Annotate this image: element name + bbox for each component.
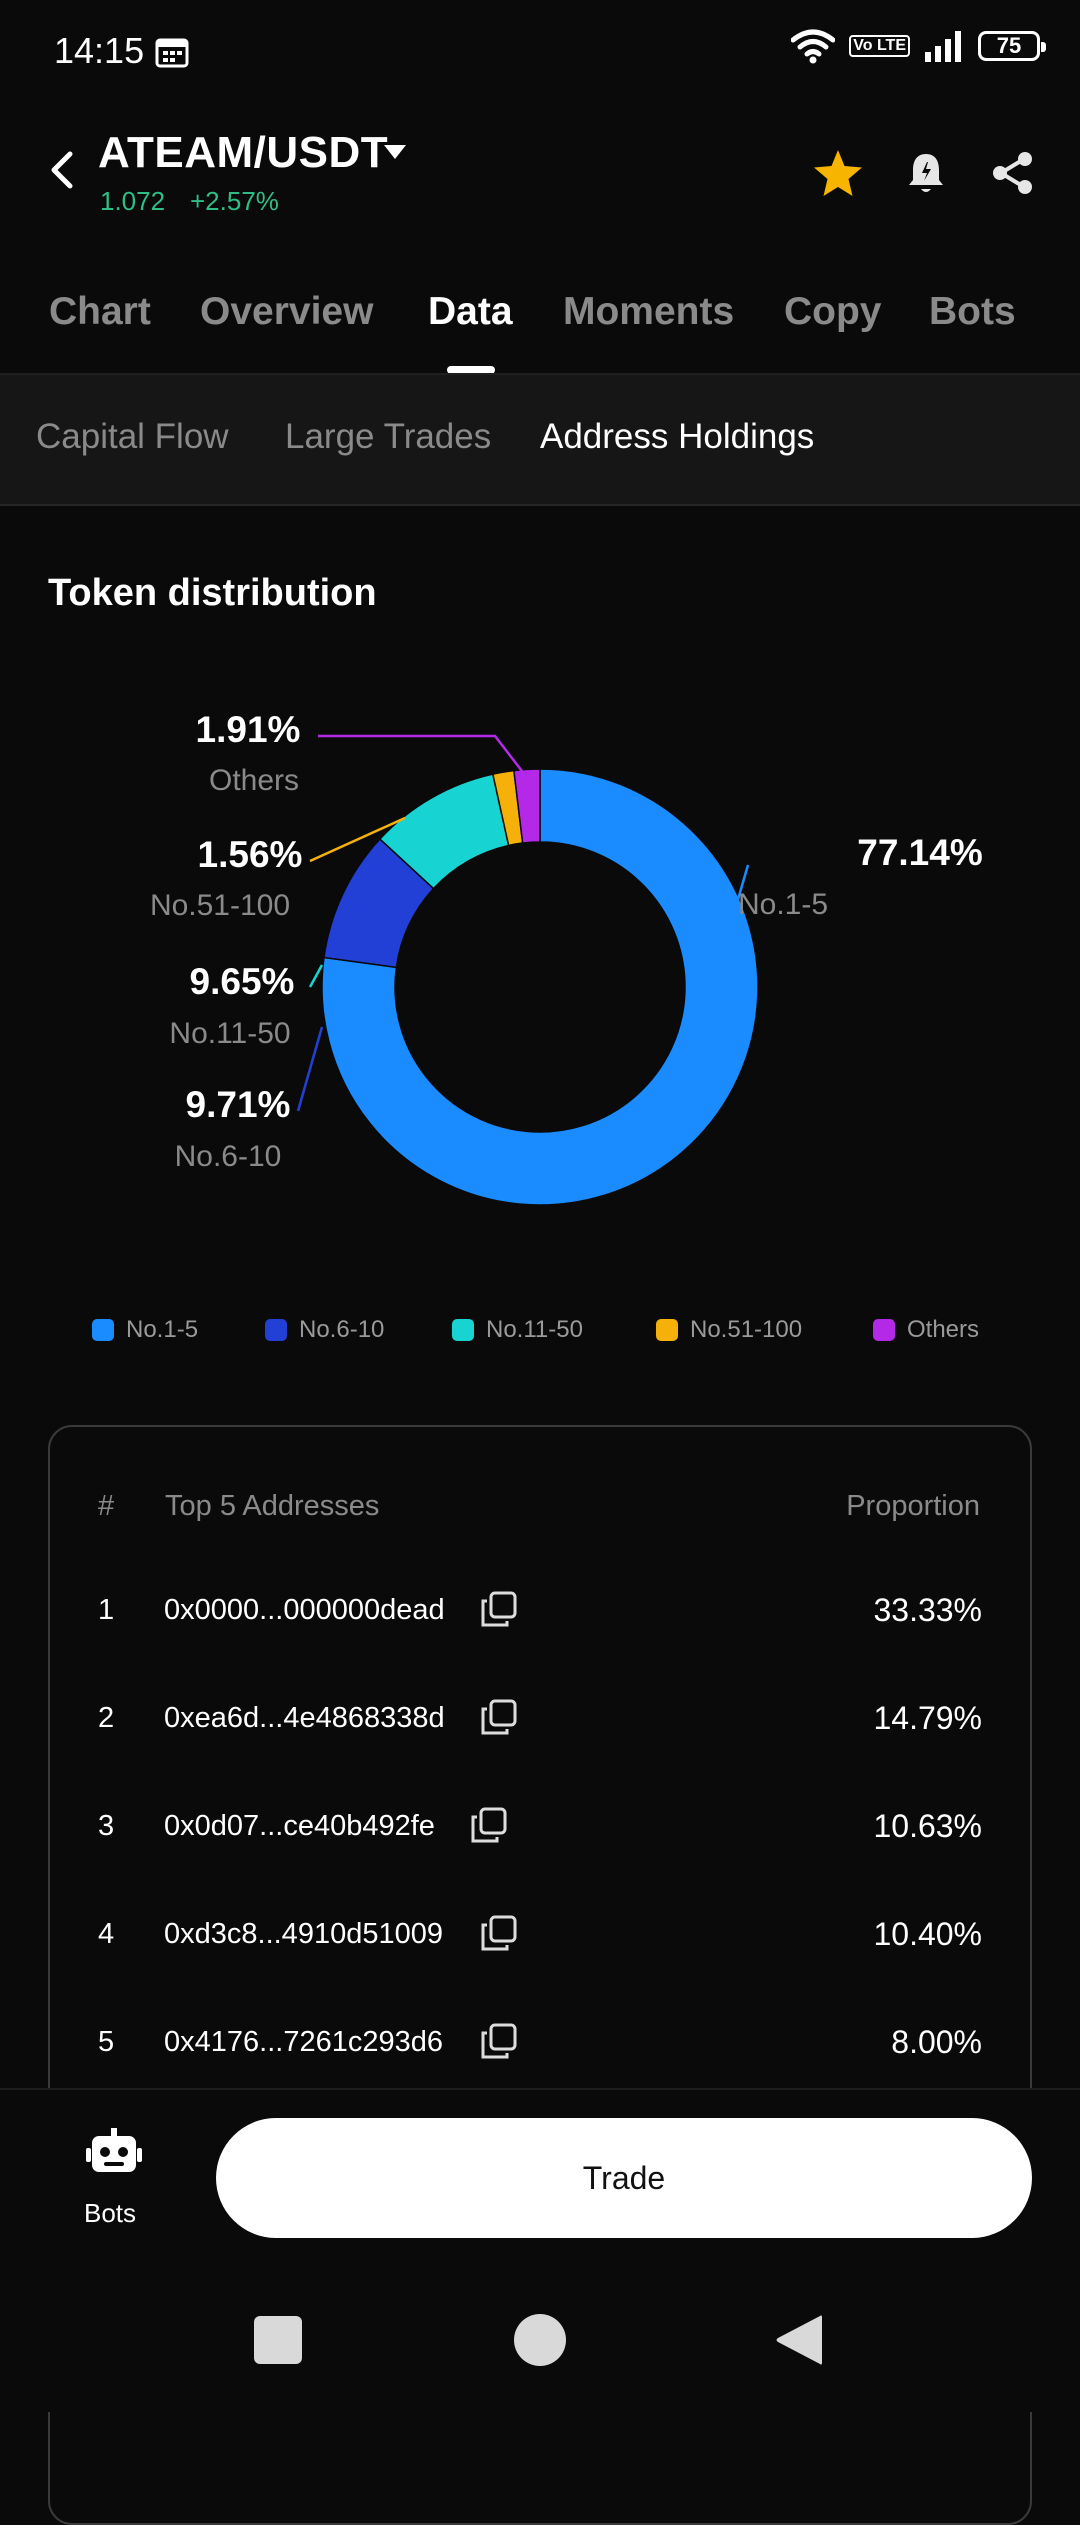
- row-rank: 3: [98, 1810, 115, 1842]
- slice-percent-label: 1.91%: [196, 709, 301, 750]
- favorite-star-icon[interactable]: [812, 148, 864, 198]
- row-proportion: 10.40%: [873, 1916, 982, 1952]
- table-row: 2 0xea6d...4e4868338d 14.79%: [48, 1690, 1032, 1750]
- row-address: 0xea6d...4e4868338d: [164, 1702, 445, 1734]
- main-tabs: Chart Overview Data Moments Copy Bots: [0, 282, 1080, 374]
- col-header-address: Top 5 Addresses: [165, 1490, 380, 1522]
- slice-percent-label: 9.71%: [186, 1084, 291, 1125]
- share-icon[interactable]: [990, 150, 1036, 196]
- col-header-number: #: [98, 1490, 115, 1522]
- trade-button[interactable]: Trade: [216, 2118, 1032, 2238]
- tab-data[interactable]: Data: [428, 290, 513, 333]
- calendar-icon: [155, 38, 189, 68]
- row-rank: 4: [98, 1918, 115, 1950]
- row-rank: 2: [98, 1702, 115, 1734]
- divider: [0, 373, 1080, 375]
- subtab-large-trades[interactable]: Large Trades: [285, 417, 492, 456]
- tab-bots[interactable]: Bots: [929, 290, 1016, 333]
- subtab-address-holdings[interactable]: Address Holdings: [540, 417, 815, 456]
- legend-item: No.6-10: [265, 1316, 384, 1344]
- tab-moments[interactable]: Moments: [563, 290, 735, 333]
- slice-percent-label: 9.65%: [190, 961, 295, 1002]
- legend-swatch: [92, 1319, 114, 1341]
- leader-line: [728, 864, 750, 928]
- row-rank: 5: [98, 2026, 115, 2058]
- legend-swatch: [873, 1319, 895, 1341]
- legend-item: No.1-5: [92, 1316, 198, 1344]
- copy-icon[interactable]: [480, 2022, 518, 2060]
- trading-pair-title[interactable]: ATEAM/USDT: [98, 128, 389, 177]
- legend-item: No.11-50: [452, 1316, 583, 1344]
- recent-apps-button[interactable]: [254, 2316, 302, 2364]
- row-address: 0x0d07...ce40b492fe: [164, 1810, 435, 1842]
- chart-legend: No.1-5 No.6-10 No.11-50 No.51-100 Others: [0, 1316, 1080, 1356]
- row-address: 0xd3c8...4910d51009: [164, 1918, 443, 1950]
- row-proportion: 10.63%: [873, 1808, 982, 1844]
- legend-swatch: [452, 1319, 474, 1341]
- tab-overview[interactable]: Overview: [200, 290, 374, 333]
- legend-label: No.51-100: [690, 1316, 803, 1343]
- slice-percent-label: 77.14%: [857, 832, 983, 873]
- bots-label[interactable]: Bots: [84, 2198, 137, 2228]
- col-header-proportion: Proportion: [846, 1490, 980, 1522]
- section-title: Token distribution: [48, 572, 377, 614]
- price-change: +2.57%: [190, 186, 279, 216]
- legend-item: No.51-100: [656, 1316, 802, 1344]
- wifi-icon: [791, 29, 836, 64]
- divider: [0, 504, 1080, 506]
- leader-line: [309, 816, 406, 863]
- table-row: 5 0x4176...7261c293d6 8.00%: [48, 2014, 1032, 2074]
- row-proportion: 14.79%: [873, 1700, 982, 1736]
- table-row: 1 0x0000...000000dead 33.33%: [48, 1582, 1032, 1642]
- row-proportion: 8.00%: [891, 2024, 982, 2060]
- slice-category-label: No.11-50: [169, 1017, 290, 1050]
- token-distribution-donut-chart: 77.14% No.1-5 9.71% No.6-10 9.65% No.11-50 1.5…: [150, 709, 983, 1206]
- subtab-capital-flow[interactable]: Capital Flow: [36, 417, 229, 456]
- volte-badge: Vo LTE: [849, 35, 910, 57]
- active-tab-indicator: [447, 366, 495, 374]
- status-time: 14:15: [54, 30, 145, 71]
- table-row: 3 0x0d07...ce40b492fe 10.63%: [48, 1798, 1032, 1858]
- legend-item: Others: [873, 1316, 979, 1344]
- slice-percent-label: 1.56%: [198, 834, 303, 875]
- home-button[interactable]: [514, 2314, 566, 2366]
- legend-swatch: [656, 1319, 678, 1341]
- copy-icon[interactable]: [480, 1698, 518, 1736]
- back-arrow-icon[interactable]: [46, 150, 80, 190]
- copy-icon[interactable]: [480, 1590, 518, 1628]
- row-address: 0x0000...000000dead: [164, 1594, 445, 1626]
- leader-line: [296, 1026, 324, 1112]
- slice-category-label: Others: [209, 764, 299, 797]
- signal-icon: [925, 31, 961, 62]
- leader-line: [318, 734, 526, 776]
- tab-copy[interactable]: Copy: [784, 290, 882, 333]
- slice-category-label: No.51-100: [150, 889, 290, 922]
- data-subtabs: Capital Flow Large Trades Address Holdin…: [0, 375, 1080, 505]
- legend-label: No.11-50: [486, 1316, 583, 1343]
- slice-category-label: No.1-5: [738, 888, 828, 921]
- row-proportion: 33.33%: [873, 1592, 982, 1628]
- row-address: 0x4176...7261c293d6: [164, 2026, 443, 2058]
- last-price: 1.072: [100, 186, 166, 216]
- battery-indicator: 75: [978, 31, 1046, 61]
- legend-swatch: [265, 1319, 287, 1341]
- nav-back-icon[interactable]: [774, 2312, 824, 2368]
- copy-icon[interactable]: [480, 1914, 518, 1952]
- leader-line: [308, 964, 324, 988]
- robot-icon[interactable]: [86, 2128, 142, 2182]
- copy-icon[interactable]: [470, 1806, 508, 1844]
- donut-slice-others: [513, 768, 541, 844]
- slice-category-label: No.6-10: [175, 1140, 282, 1173]
- tab-chart[interactable]: Chart: [49, 290, 151, 333]
- table-row: 4 0xd3c8...4910d51009 10.40%: [48, 1906, 1032, 1966]
- status-icons: Vo LTE 75: [791, 28, 1046, 64]
- legend-label: Others: [907, 1316, 980, 1343]
- price-alert-bell-icon[interactable]: [906, 150, 946, 196]
- pair-dropdown-icon[interactable]: [382, 142, 408, 162]
- legend-label: No.6-10: [299, 1316, 385, 1343]
- donut-slice-no-1-5: [321, 768, 759, 1206]
- legend-label: No.1-5: [126, 1316, 199, 1343]
- row-rank: 1: [98, 1594, 115, 1626]
